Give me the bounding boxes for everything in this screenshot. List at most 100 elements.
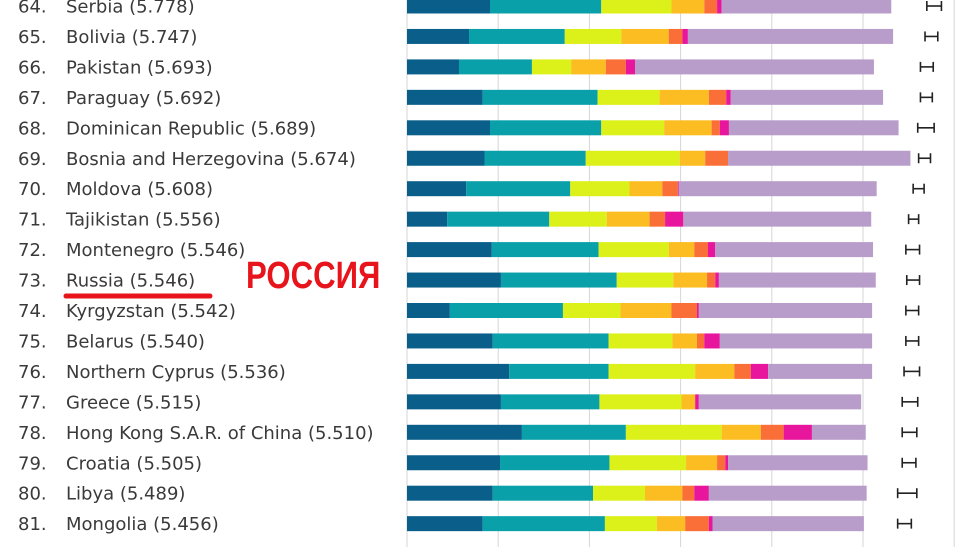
bar-segment [685,516,709,532]
bar-segment [521,424,626,440]
bar-segment [717,0,722,14]
country-label: Moldova (5.608) [66,179,213,200]
bar-segment [679,150,706,166]
bar-segment [673,272,708,288]
rank-label: 78. [18,423,47,444]
bar-segment [734,363,751,379]
rank-label: 68. [18,118,47,139]
bar-segment [620,303,672,318]
rank-label: 74. [18,301,47,322]
bar-segment [489,120,602,136]
bar-segment [509,363,609,379]
country-label: Bosnia and Herzegovina (5.674) [66,149,356,170]
bar-segment [719,120,729,136]
bar-segment [668,28,683,44]
bar-segment [681,394,696,410]
bar-segment [621,28,669,44]
bar-segment [705,150,729,166]
rank-label: 71. [18,210,47,231]
bar-segment [707,272,716,288]
bar-segment [407,242,492,258]
bar-segment [704,0,718,14]
bar-segment [683,211,872,227]
bar-segment [695,394,699,410]
bar-segment [549,211,607,227]
bar-segment [656,516,686,532]
bar-segment [407,303,450,318]
bar-segment [730,89,884,105]
bar-segment [728,120,899,136]
bar-segment [695,363,735,379]
bar-segment [662,181,678,197]
bar-segment [682,485,695,501]
bar-segment [698,394,862,410]
bar-segment [715,242,874,258]
bar-segment [728,455,868,471]
bar-segment [708,485,867,501]
bar-segment [760,424,784,440]
bar-segment [407,272,501,288]
bar-segment [678,181,877,197]
bar-segment [407,28,470,44]
bar-segment [562,303,621,318]
bar-segment [645,485,683,501]
bar-segment [407,333,493,349]
rank-label: 76. [18,362,47,383]
bar-segment [694,242,708,258]
bar-segment [783,424,812,440]
bar-segment [407,363,510,379]
country-label: Libya (5.489) [66,484,185,505]
bar-segment [712,516,864,532]
rank-label: 80. [18,484,47,505]
bar-segment [768,363,873,379]
rank-label: 81. [18,514,47,535]
rank-label: 75. [18,331,47,352]
rank-label: 70. [18,179,47,200]
country-label: Tajikistan (5.556) [65,210,221,231]
bar-segment [625,59,635,75]
bar-segment [726,89,731,105]
bar-segment [668,242,695,258]
bar-segment [697,333,705,349]
bar-segment [469,28,565,44]
bar-segment [500,272,617,288]
bar-segment [407,485,493,501]
partial-row-label: Malaysia (5.384) [18,545,168,547]
bar-segment [687,28,894,44]
bar-segment [593,485,646,501]
bar-segment [599,394,682,410]
country-label: Bolivia (5.747) [66,27,197,48]
country-label: Mongolia (5.456) [66,514,219,535]
rank-label: 79. [18,453,47,474]
country-label: Russia (5.546) [66,271,195,292]
bar-segment [625,424,722,440]
bar-segment [601,0,672,14]
country-label: Dominican Republic (5.689) [66,118,316,139]
bar-segment [482,89,598,105]
bar-segment [659,89,709,105]
bar-segment [697,303,699,318]
bar-segment [492,333,609,349]
bar-segment [449,303,563,318]
bar-segment [407,120,490,136]
bar-segment [750,363,769,379]
bar-segment [500,455,610,471]
bar-segment [604,516,657,532]
bar-segment [694,485,709,501]
rank-label: 73. [18,271,47,292]
bar-segment [564,28,622,44]
bar-segment [447,211,550,227]
bar-segment [407,424,522,440]
bar-segment [717,455,726,471]
bar-segment [608,363,696,379]
country-label: Montenegro (5.546) [66,240,245,261]
country-label: Kyrgyzstan (5.542) [66,301,236,322]
bar-segment [616,272,674,288]
rank-label: 77. [18,392,47,413]
bar-segment [671,303,698,318]
bar-segment [629,181,663,197]
bar-segment [665,211,684,227]
bar-segment [570,181,630,197]
bar-segment [500,394,600,410]
bar-segment [598,242,669,258]
